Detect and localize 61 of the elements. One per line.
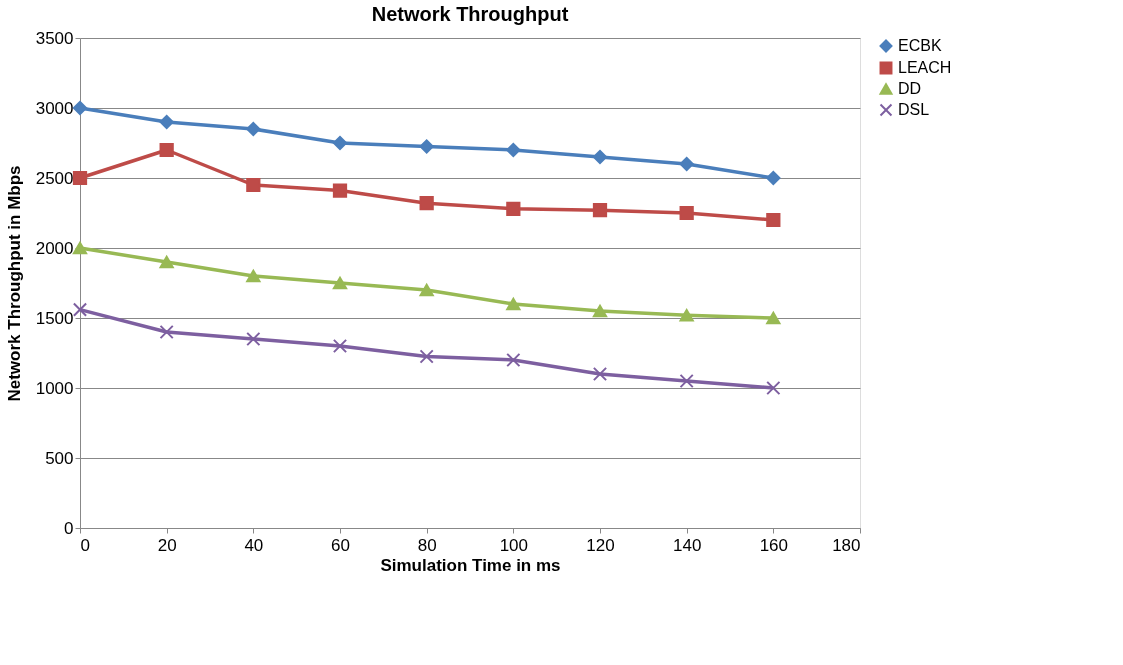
point xyxy=(332,183,348,198)
point xyxy=(419,283,434,297)
point xyxy=(246,121,261,137)
x-tick-label: 140 xyxy=(672,535,702,555)
point xyxy=(159,142,174,158)
point xyxy=(332,276,348,290)
x-tick-label: 60 xyxy=(331,535,350,555)
point xyxy=(766,311,781,325)
point xyxy=(332,338,348,354)
point xyxy=(419,196,434,211)
point xyxy=(72,302,88,317)
y-tick-label: 2500 xyxy=(35,168,74,188)
point xyxy=(159,324,174,340)
point xyxy=(72,241,88,255)
point xyxy=(766,380,781,396)
legend-label: ECBK xyxy=(898,37,942,54)
y-axis-title: Network Throughput in Mbps xyxy=(4,165,24,402)
point xyxy=(506,142,521,158)
x-axis-title: Simulation Time in ms xyxy=(380,555,561,575)
point xyxy=(679,156,694,172)
point xyxy=(679,205,694,221)
y-tick-label: 1500 xyxy=(35,308,74,328)
chart-title: Network Throughput xyxy=(371,3,569,25)
point xyxy=(766,212,781,228)
point xyxy=(246,331,261,347)
x-tick-label: 120 xyxy=(586,535,615,555)
point xyxy=(592,203,608,218)
y-tick-label: 3500 xyxy=(35,28,74,48)
point xyxy=(592,149,608,165)
point xyxy=(766,170,781,186)
x-tick-label: 160 xyxy=(759,535,789,555)
y-tick-label: 500 xyxy=(45,448,74,468)
x-tick-label: 40 xyxy=(244,535,264,555)
point xyxy=(159,114,174,130)
x-tick-label: 80 xyxy=(417,535,437,555)
point xyxy=(72,100,88,116)
point xyxy=(419,349,434,364)
y-tick-label: 2000 xyxy=(35,238,74,258)
point xyxy=(72,170,88,186)
y-tick-label: 1000 xyxy=(35,378,74,398)
point xyxy=(332,135,348,151)
point xyxy=(592,304,608,318)
legend-label: DD xyxy=(898,80,922,97)
x-tick-label: 0 xyxy=(80,535,90,555)
point xyxy=(679,308,694,322)
point xyxy=(592,366,608,382)
point xyxy=(419,139,434,154)
legend-label: LEACH xyxy=(898,59,952,76)
point xyxy=(246,177,261,193)
point xyxy=(246,269,261,283)
y-tick-label: 3000 xyxy=(35,98,74,118)
point xyxy=(159,255,174,269)
x-tick-label: 180 xyxy=(832,535,861,555)
x-tick-label: 100 xyxy=(499,535,529,555)
point xyxy=(506,201,521,216)
y-tick-label: 0 xyxy=(64,518,74,538)
point xyxy=(506,352,521,368)
point xyxy=(679,373,694,389)
point xyxy=(506,297,521,311)
legend-label: DSL xyxy=(898,101,930,118)
x-tick-label: 20 xyxy=(157,535,177,555)
